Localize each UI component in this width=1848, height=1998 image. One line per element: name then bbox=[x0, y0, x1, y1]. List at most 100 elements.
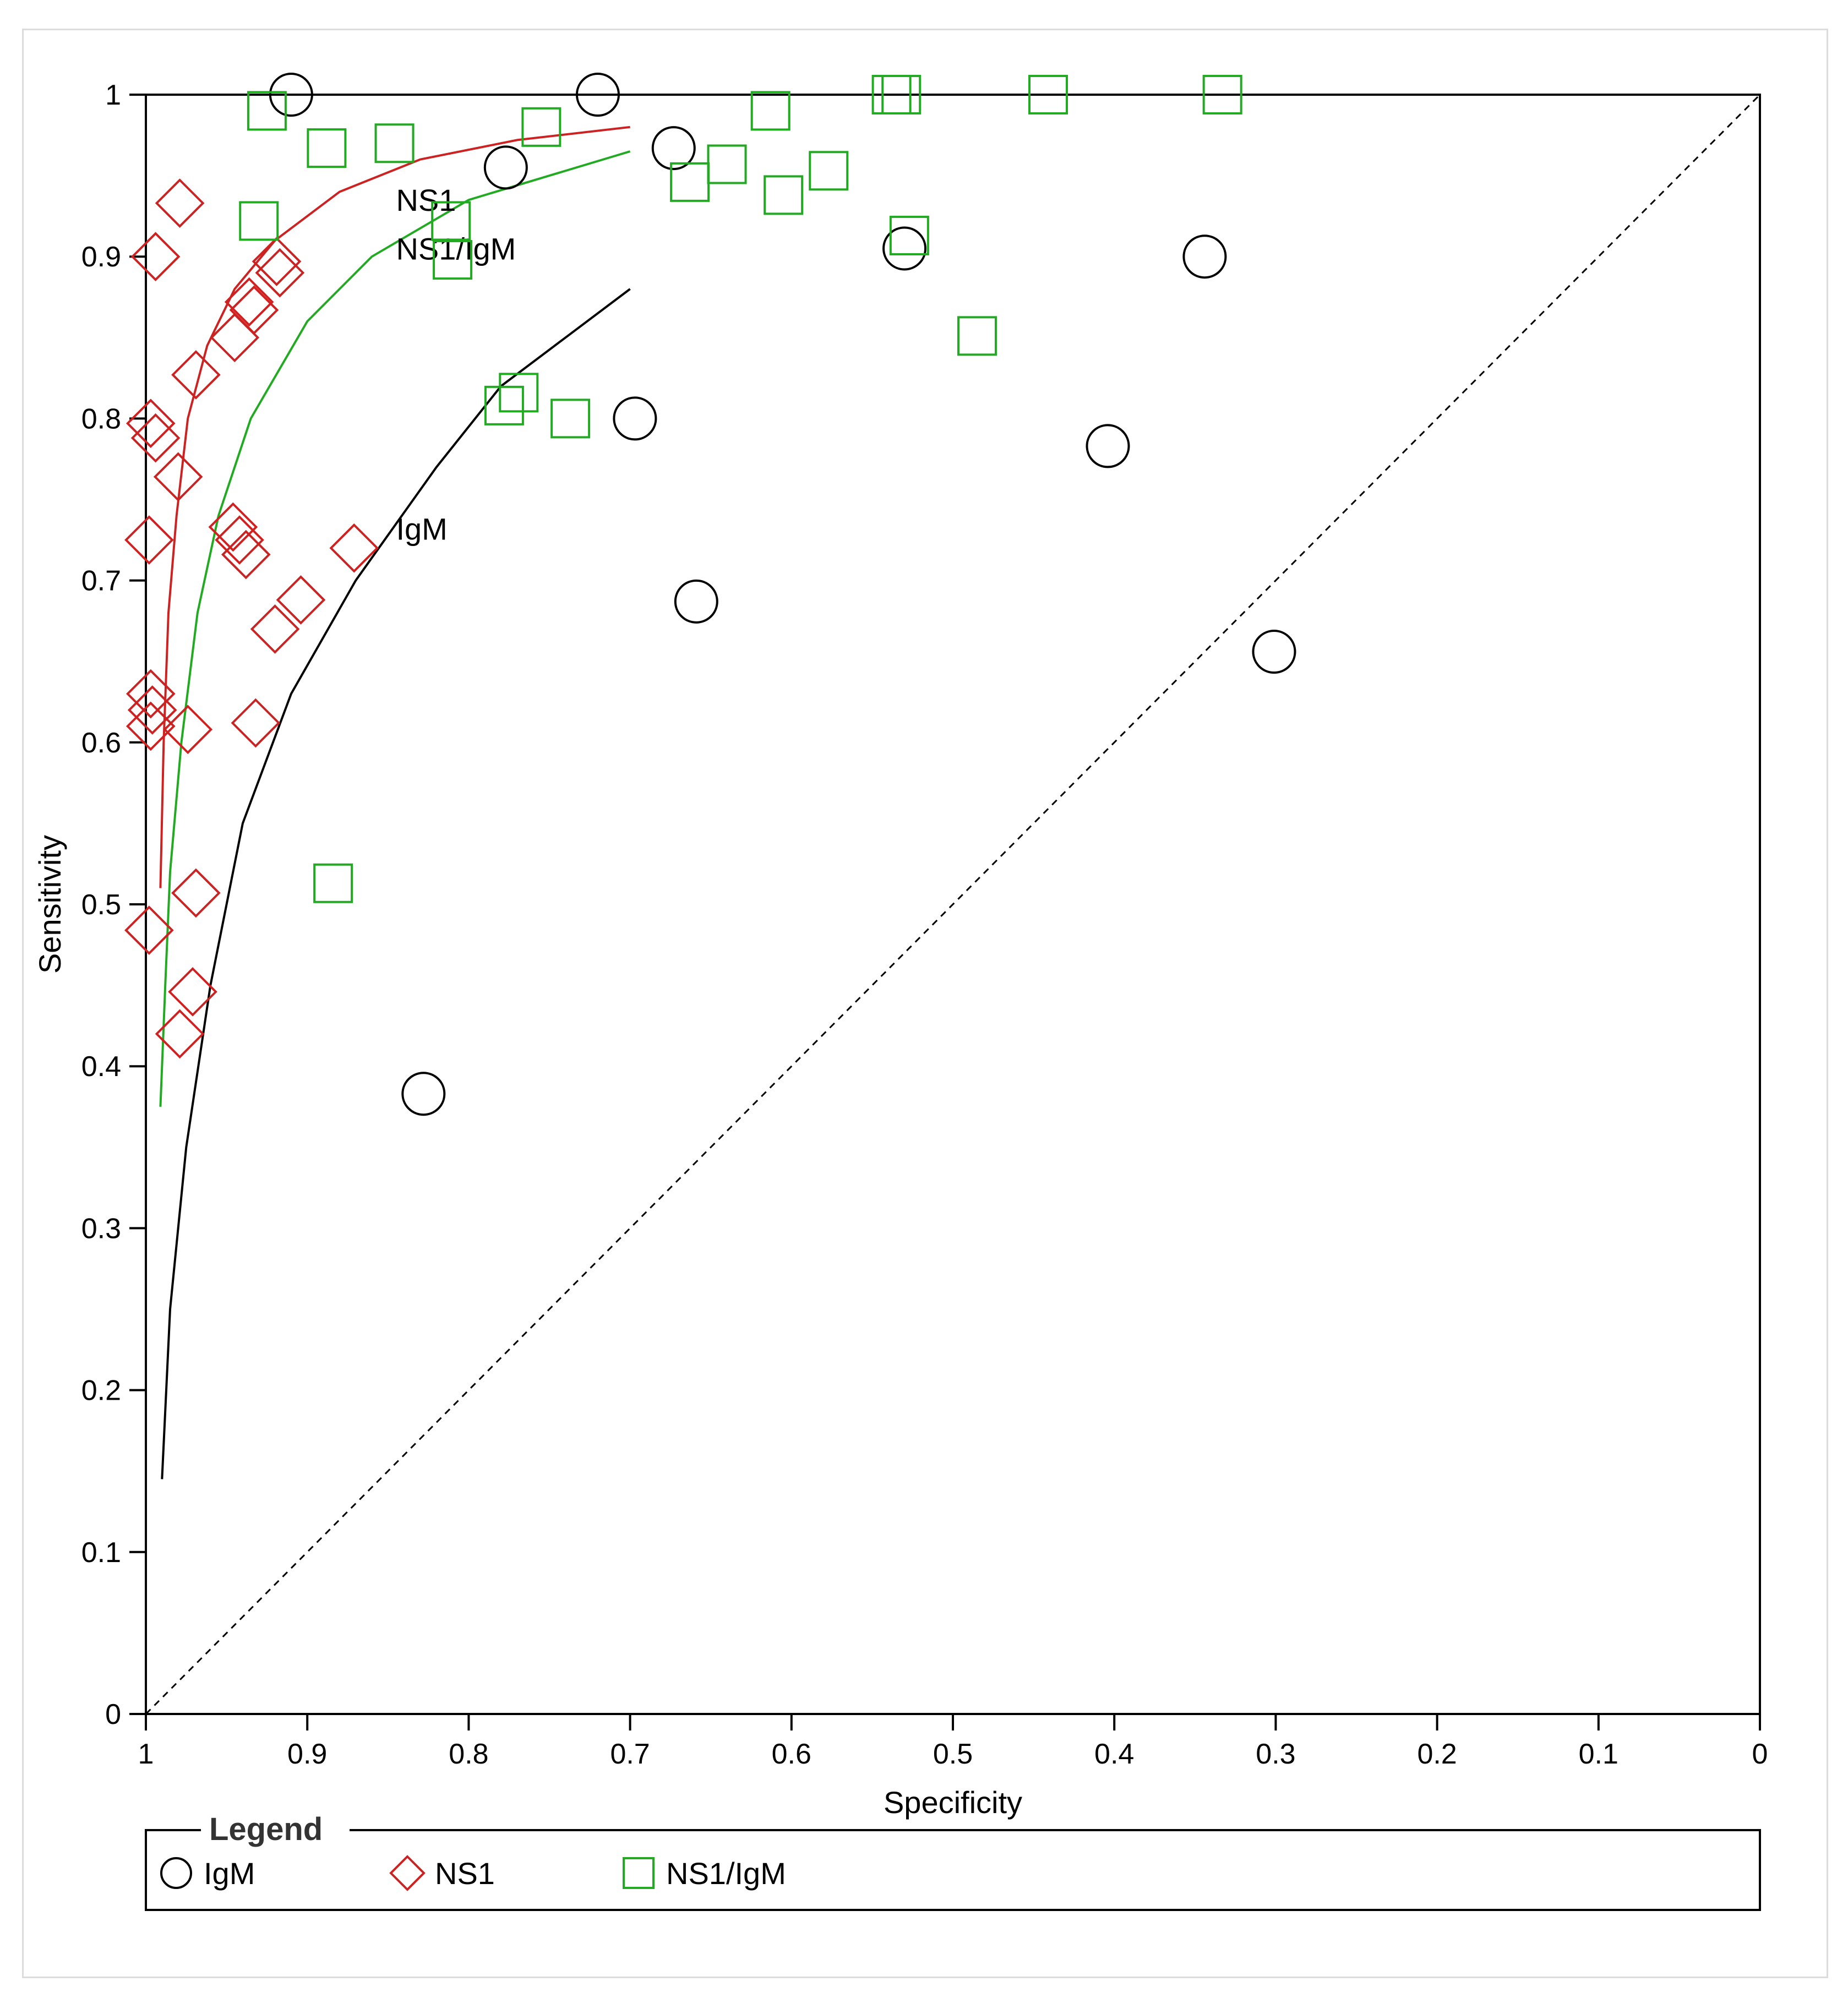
data-point-ns1-igm bbox=[521, 107, 562, 147]
data-point-ns1 bbox=[153, 452, 203, 502]
data-point-ns1-igm bbox=[750, 91, 791, 131]
data-point-igm bbox=[1252, 630, 1296, 674]
data-point-ns1-igm bbox=[670, 162, 710, 202]
curve-label-ns1: NS1 bbox=[396, 183, 456, 217]
data-point-igm bbox=[651, 126, 696, 171]
reference-diagonal-line bbox=[145, 94, 1761, 1715]
sroc-curve-ns1 bbox=[159, 125, 630, 888]
data-point-ns1-igm bbox=[433, 240, 473, 280]
curve-label-igm: IgM bbox=[396, 511, 447, 546]
curve-label-ns1-igm: NS1/IgM bbox=[396, 231, 516, 266]
x-tick-label: 0.7 bbox=[610, 1738, 650, 1770]
data-point-igm bbox=[1182, 234, 1227, 279]
data-point-ns1-igm bbox=[484, 385, 524, 425]
data-point-ns1 bbox=[155, 1009, 205, 1059]
sroc-curve-ns1-igm bbox=[159, 150, 631, 1107]
data-point-ns1-igm bbox=[307, 128, 347, 168]
data-point-ns1 bbox=[168, 967, 217, 1017]
y-tick-label: 0.1 bbox=[81, 1537, 121, 1569]
y-tick-label: 0.8 bbox=[81, 403, 121, 435]
data-point-ns1 bbox=[224, 277, 274, 327]
data-point-ns1-igm bbox=[239, 201, 279, 241]
legend-label-ns1-igm: NS1/IgM bbox=[666, 1856, 786, 1891]
data-point-ns1 bbox=[126, 669, 176, 719]
x-tick-label: 0.8 bbox=[449, 1738, 488, 1770]
data-point-ns1 bbox=[210, 313, 260, 363]
legend-marker-ns1 bbox=[389, 1855, 426, 1891]
y-tick-label: 0.9 bbox=[81, 241, 121, 273]
legend-label-igm: IgM bbox=[204, 1856, 255, 1891]
data-point-igm bbox=[613, 396, 657, 441]
x-tick-label: 0.4 bbox=[1094, 1738, 1134, 1770]
data-point-ns1-igm bbox=[247, 91, 287, 131]
data-point-igm bbox=[575, 73, 620, 117]
data-point-ns1-igm bbox=[499, 373, 539, 413]
data-point-ns1 bbox=[329, 523, 379, 573]
data-point-ns1 bbox=[250, 604, 300, 654]
data-point-igm bbox=[401, 1072, 446, 1116]
data-point-ns1 bbox=[124, 515, 174, 565]
legend-title-bg bbox=[201, 1811, 350, 1844]
data-point-ns1 bbox=[231, 698, 281, 748]
data-point-ns1 bbox=[276, 575, 326, 625]
data-point-ns1-igm bbox=[431, 201, 471, 241]
y-axis-title: Sensitivity bbox=[32, 835, 67, 974]
x-tick-label: 0.2 bbox=[1417, 1738, 1457, 1770]
x-axis-title: Specificity bbox=[884, 1785, 1022, 1820]
data-point-ns1 bbox=[124, 905, 174, 955]
data-point-ns1 bbox=[126, 701, 176, 751]
data-point-ns1 bbox=[229, 285, 279, 335]
data-point-ns1-igm bbox=[809, 151, 849, 191]
data-point-ns1 bbox=[215, 515, 264, 565]
data-point-ns1 bbox=[130, 413, 181, 463]
y-tick-label: 0 bbox=[105, 1699, 121, 1730]
data-point-ns1 bbox=[127, 685, 177, 735]
x-tick-label: 0.1 bbox=[1579, 1738, 1618, 1770]
data-point-igm bbox=[882, 226, 927, 271]
y-tick-label: 0.7 bbox=[81, 565, 121, 597]
y-tick-label: 0.3 bbox=[81, 1213, 121, 1244]
x-tick-label: 0.9 bbox=[287, 1738, 327, 1770]
x-tick-label: 0.5 bbox=[933, 1738, 973, 1770]
data-point-ns1-igm bbox=[374, 123, 415, 163]
legend-marker-igm bbox=[160, 1857, 192, 1889]
x-tick-label: 1 bbox=[138, 1738, 154, 1770]
data-point-ns1 bbox=[255, 248, 305, 298]
data-point-ns1 bbox=[171, 868, 221, 918]
chart-frame bbox=[22, 29, 1828, 1978]
data-point-ns1-igm bbox=[764, 175, 804, 215]
data-point-igm bbox=[1086, 424, 1130, 468]
data-point-igm bbox=[483, 145, 528, 190]
x-tick-label: 0.3 bbox=[1256, 1738, 1295, 1770]
data-point-ns1 bbox=[171, 350, 221, 400]
y-tick-label: 0.4 bbox=[81, 1051, 121, 1083]
y-tick-label: 1 bbox=[105, 79, 121, 111]
data-point-ns1-igm bbox=[313, 863, 353, 903]
data-point-ns1 bbox=[126, 398, 176, 449]
data-point-ns1 bbox=[252, 237, 302, 286]
legend-label-ns1: NS1 bbox=[435, 1856, 495, 1891]
data-point-ns1 bbox=[130, 232, 181, 282]
data-point-ns1 bbox=[155, 178, 205, 228]
legend-marker-ns1-igm bbox=[623, 1857, 655, 1889]
data-point-ns1 bbox=[221, 529, 271, 580]
y-tick-label: 0.5 bbox=[81, 889, 121, 921]
data-point-ns1 bbox=[208, 502, 258, 552]
data-point-ns1-igm bbox=[707, 144, 747, 184]
legend-box bbox=[145, 1829, 1761, 1911]
data-point-ns1 bbox=[163, 705, 213, 755]
data-point-ns1-igm bbox=[957, 316, 997, 356]
data-point-ns1-igm bbox=[889, 215, 929, 255]
x-tick-label: 0.6 bbox=[772, 1738, 811, 1770]
x-tick-label: 0 bbox=[1752, 1738, 1768, 1770]
legend-title: Legend bbox=[209, 1811, 323, 1847]
sroc-curve-igm bbox=[161, 288, 631, 1480]
data-point-ns1-igm bbox=[1202, 75, 1242, 114]
y-tick-label: 0.6 bbox=[81, 727, 121, 759]
data-point-igm bbox=[269, 73, 313, 117]
data-point-ns1-igm bbox=[881, 75, 922, 114]
data-point-ns1-igm bbox=[550, 398, 591, 439]
y-tick-label: 0.2 bbox=[81, 1375, 121, 1407]
data-point-igm bbox=[674, 579, 718, 624]
